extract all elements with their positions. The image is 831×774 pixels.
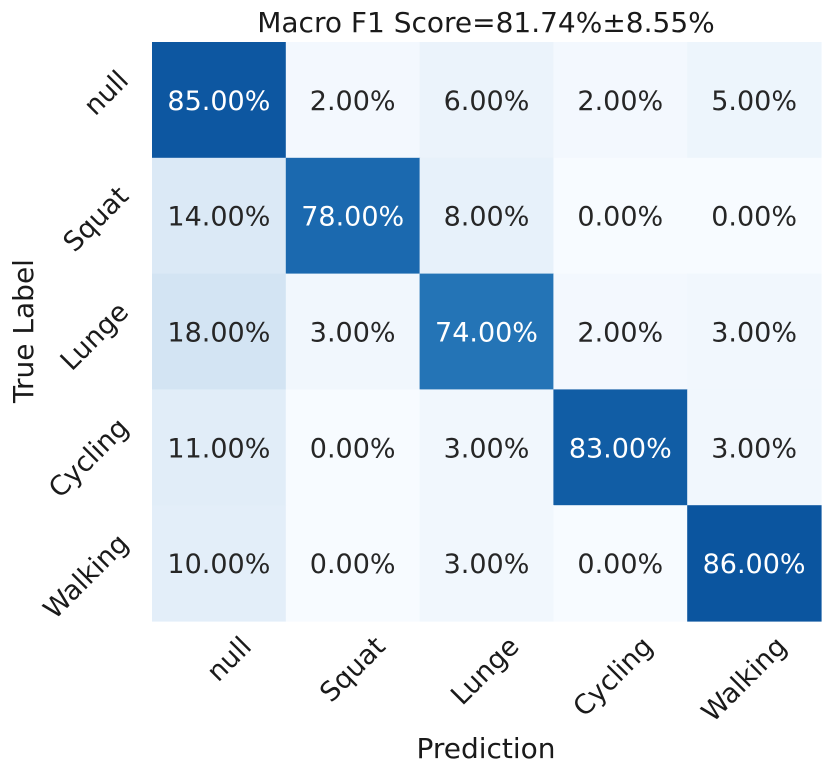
cell-label-0-3: 2.00% bbox=[577, 86, 663, 117]
heatmap-cell-1-1 bbox=[285, 157, 421, 275]
y-tick-label-walking: Walking bbox=[38, 528, 135, 625]
cell-label-3-4: 3.00% bbox=[711, 433, 797, 464]
heatmap-cell-1-4 bbox=[687, 157, 822, 275]
heatmap-cell-0-1 bbox=[285, 42, 421, 159]
cell-label-2-1: 3.00% bbox=[310, 318, 396, 349]
cell-label-0-4: 5.00% bbox=[711, 86, 797, 117]
cell-label-1-2: 8.00% bbox=[444, 202, 530, 233]
cell-label-2-4: 3.00% bbox=[711, 318, 797, 349]
x-tick-label-walking: Walking bbox=[696, 631, 793, 728]
heatmap-cells bbox=[152, 42, 822, 622]
heatmap-cell-4-1 bbox=[285, 505, 421, 622]
cell-label-4-0: 10.00% bbox=[167, 549, 270, 580]
heatmap-cell-1-2 bbox=[419, 157, 554, 275]
cell-label-1-3: 0.00% bbox=[577, 202, 663, 233]
cell-label-1-1: 78.00% bbox=[301, 202, 404, 233]
heatmap-cell-3-2 bbox=[419, 389, 554, 506]
heatmap-cell-4-2 bbox=[419, 505, 554, 622]
heatmap-cell-3-3 bbox=[553, 389, 688, 506]
heatmap-cell-2-3 bbox=[553, 273, 688, 390]
cell-label-0-0: 85.00% bbox=[167, 86, 270, 117]
heatmap-cell-2-2 bbox=[419, 273, 554, 390]
cell-label-3-2: 3.00% bbox=[444, 433, 530, 464]
heatmap-cell-4-0 bbox=[152, 505, 287, 622]
cell-label-4-4: 86.00% bbox=[703, 549, 806, 580]
heatmap-cell-2-4 bbox=[687, 273, 822, 390]
chart-title: Macro F1 Score=81.74%±8.55% bbox=[257, 6, 715, 39]
y-tick-label-cycling: Cycling bbox=[43, 412, 135, 504]
cell-label-2-0: 18.00% bbox=[167, 318, 270, 349]
heatmap-cell-3-1 bbox=[285, 389, 421, 506]
heatmap-cell-3-0 bbox=[152, 389, 287, 506]
heatmap-cell-4-4 bbox=[687, 505, 822, 622]
heatmap-cell-3-4 bbox=[687, 389, 822, 506]
heatmap-cell-1-0 bbox=[152, 157, 287, 275]
x-tick-label-lunge: Lunge bbox=[445, 631, 525, 711]
cell-label-0-2: 6.00% bbox=[444, 86, 530, 117]
cell-label-4-1: 0.00% bbox=[310, 549, 396, 580]
x-axis-label: Prediction bbox=[416, 732, 555, 765]
heatmap-cell-2-0 bbox=[152, 273, 287, 390]
cell-label-3-0: 11.00% bbox=[167, 433, 270, 464]
y-tick-label-squat: Squat bbox=[57, 181, 134, 258]
cell-label-2-2: 74.00% bbox=[435, 318, 538, 349]
y-axis-label: True Label bbox=[7, 259, 40, 404]
heatmap-cell-4-3 bbox=[553, 505, 688, 622]
heatmap-cell-0-4 bbox=[687, 42, 822, 159]
heatmap-cell-0-2 bbox=[419, 42, 554, 159]
heatmap-cell-0-3 bbox=[553, 42, 688, 159]
x-axis-tick-labels: null Squat Lunge Cycling Walking bbox=[201, 631, 793, 728]
x-tick-label-squat: Squat bbox=[314, 631, 391, 708]
cell-label-4-3: 0.00% bbox=[577, 549, 663, 580]
cell-label-0-1: 2.00% bbox=[310, 86, 396, 117]
heatmap-cell-0-0 bbox=[152, 42, 287, 159]
cell-label-1-0: 14.00% bbox=[167, 202, 270, 233]
cell-label-2-3: 2.00% bbox=[577, 318, 663, 349]
y-tick-label-null: null bbox=[78, 65, 135, 122]
heatmap-cell-1-3 bbox=[553, 157, 688, 275]
heatmap-cell-labels: 85.00% 2.00% 6.00% 2.00% 5.00% 14.00% 78.00% 8.… bbox=[167, 86, 805, 580]
x-tick-label-cycling: Cycling bbox=[567, 631, 659, 723]
cell-label-1-4: 0.00% bbox=[711, 202, 797, 233]
y-axis-tick-labels: null Squat Lunge Cycling Walking bbox=[38, 65, 135, 625]
heatmap-cell-2-1 bbox=[285, 273, 421, 390]
x-tick-label-null: null bbox=[201, 631, 258, 688]
cell-label-3-1: 0.00% bbox=[310, 433, 396, 464]
cell-label-4-2: 3.00% bbox=[444, 549, 530, 580]
y-tick-label-lunge: Lunge bbox=[55, 297, 135, 377]
cell-label-3-3: 83.00% bbox=[569, 433, 672, 464]
